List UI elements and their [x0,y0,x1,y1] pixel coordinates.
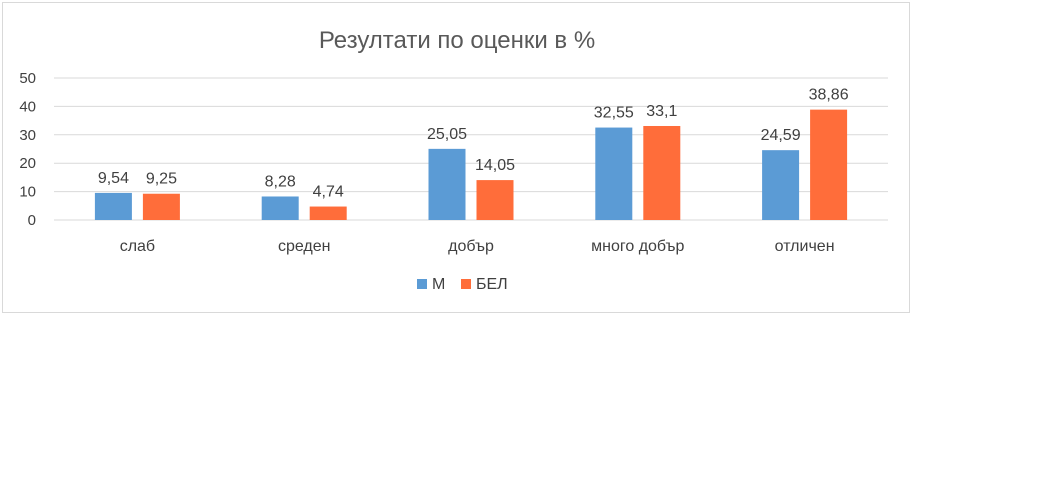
data-label: 14,05 [475,157,515,174]
bar-bel-3 [476,180,514,220]
data-label: 38,86 [809,87,849,104]
data-labels: 9,54 9,25 8,28 4,74 25,05 14,05 32,55 33,1 24,59… [98,87,849,201]
category-label: среден [278,238,331,255]
data-label: 4,74 [313,184,344,201]
bar-m-1 [94,192,132,220]
legend-swatch [461,279,471,289]
category-label: отличен [775,238,835,255]
bar-chart: Резултати по оценки в % 0 10 20 30 40 50 9,54… [19,27,888,293]
legend: М БЕЛ [417,276,508,293]
category-label: много добър [591,238,684,255]
data-label: 8,28 [265,173,296,190]
bar-bel-5 [810,109,848,220]
chart-frame: Резултати по оценки в % 0 10 20 30 40 50 9,54… [2,2,910,313]
category-labels: слаб среден добър много добър отличен [120,238,835,255]
bar-bel-4 [643,125,681,220]
y-axis-ticks: 0 10 20 30 40 50 [19,70,36,229]
y-tick-label: 20 [19,155,36,172]
bar-m-5 [762,150,800,220]
bar-m-4 [595,127,633,220]
bar-bel-1 [142,193,180,220]
data-label: 9,25 [146,171,177,188]
data-label: 25,05 [427,126,467,143]
bar-m-2 [261,196,299,220]
legend-label: БЕЛ [476,276,508,293]
chart-title: Резултати по оценки в % [319,27,595,54]
gridlines [54,77,888,221]
data-label: 32,55 [594,105,634,122]
category-label: слаб [120,238,155,255]
bars [94,109,848,220]
legend-label: М [432,276,445,293]
y-tick-label: 30 [19,127,36,144]
data-label: 9,54 [98,170,129,187]
data-label: 33,1 [646,103,677,120]
y-tick-label: 50 [19,70,36,87]
category-label: добър [448,238,494,255]
legend-swatch [417,279,427,289]
y-tick-label: 0 [28,212,36,229]
y-tick-label: 10 [19,184,36,201]
y-tick-label: 40 [19,98,36,115]
data-label: 24,59 [761,127,801,144]
bar-m-3 [428,148,466,220]
bar-bel-2 [309,206,347,220]
